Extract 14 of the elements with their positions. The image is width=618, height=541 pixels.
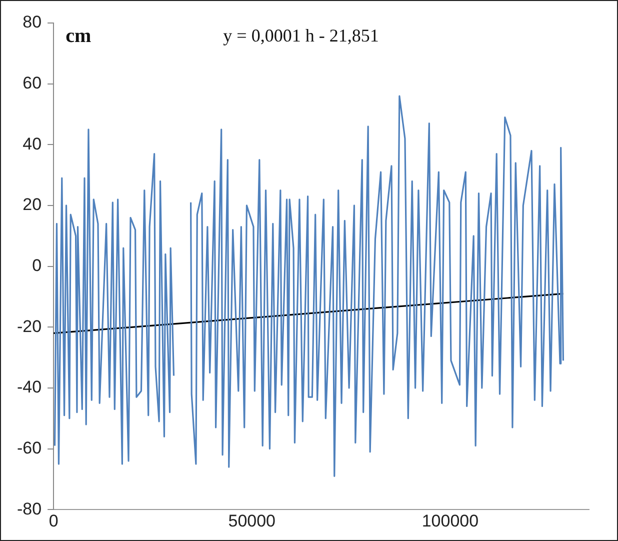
y-tick-label: 60	[22, 74, 42, 93]
x-tick-label: 50000	[228, 511, 276, 530]
annotation: y = 0,0001 h - 21,851	[223, 26, 379, 46]
x-tick-label: 100000	[422, 511, 479, 530]
y-tick-label: 0	[32, 256, 42, 275]
y-tick-label: -40	[16, 378, 42, 397]
y-axis-title: cm	[66, 25, 92, 48]
y-tick-label: 80	[22, 12, 42, 32]
x-tick-label: 0	[48, 511, 58, 530]
y-tick-label: -20	[16, 316, 42, 336]
y-tick-label: 40	[22, 134, 42, 154]
y-tick-label: -80	[16, 499, 42, 518]
y-tick-label: 20	[22, 195, 42, 214]
y-tick-label: -60	[16, 438, 42, 458]
